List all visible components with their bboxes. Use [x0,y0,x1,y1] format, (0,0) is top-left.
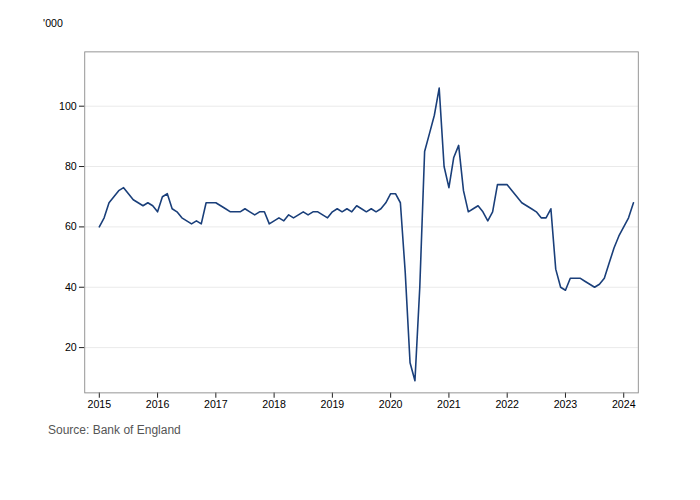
svg-text:60: 60 [65,220,77,232]
svg-text:2023: 2023 [554,398,578,410]
svg-text:100: 100 [59,100,77,112]
svg-text:20: 20 [65,341,77,353]
svg-text:2019: 2019 [321,398,345,410]
svg-text:2016: 2016 [146,398,170,410]
svg-text:2022: 2022 [495,398,519,410]
svg-text:2020: 2020 [379,398,403,410]
svg-text:'000: '000 [43,17,63,29]
svg-text:2021: 2021 [437,398,461,410]
svg-text:2018: 2018 [262,398,286,410]
svg-text:2024: 2024 [612,398,636,410]
svg-text:40: 40 [65,281,77,293]
svg-text:2015: 2015 [87,398,111,410]
svg-text:2017: 2017 [204,398,228,410]
html-text:Source: Bank of England: Source: Bank of England [48,423,181,438]
svg-text:80: 80 [65,160,77,172]
